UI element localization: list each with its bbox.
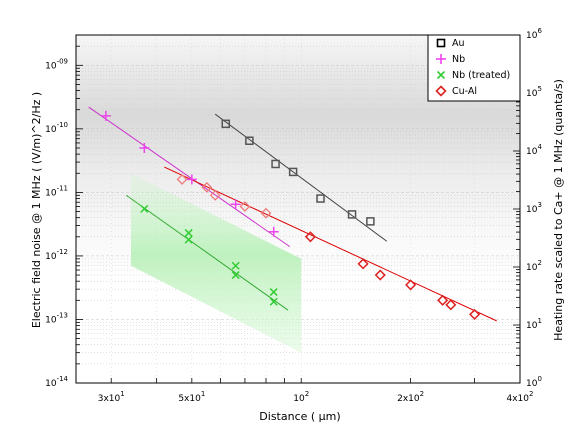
data-markers [100,110,481,320]
legend-label-au: Au [452,38,465,49]
point-au [221,119,231,129]
point-nb-treated--b [269,288,278,297]
legend-marker-nb-treated--b [436,70,446,80]
y-right-tick-label: 100 [526,375,542,389]
x-tick-label: 5x101 [178,390,205,404]
axis-ticks [76,37,521,384]
point-au [316,194,325,203]
y-axis-left-label: Electric field noise @ 1 MHz ( (V/m)^2/H… [30,92,43,328]
x-tick-label: 102 [293,390,309,404]
y-right-tick-label: 105 [526,85,542,99]
y-left-tick-label: 10-10 [45,121,68,135]
legend-marker-nb [436,54,446,64]
point-cu-al [405,279,417,291]
fit-line-au [214,113,388,242]
point-cu-al [437,294,449,306]
x-tick-labels: 3x101 5x101 102 2x102 4x102 [98,390,534,404]
y-left-tick-label: 10-11 [45,184,68,198]
point-nb-treated- [269,297,278,306]
point-nb [268,226,279,237]
y-left-tick-label: 10-13 [45,311,68,325]
point-nb-treated- [231,261,240,270]
fit-line-nb-treated- [125,194,289,311]
point-cu-al-light [201,181,213,193]
point-cu-al-light [239,201,251,212]
point-nb-treated--b [231,261,240,270]
legend-label-nb: Nb [452,54,465,65]
y-right-tick-labels: 100 101 102 103 104 105 106 [526,27,542,389]
legend-marker-nb-treated- [436,70,446,80]
point-nb-treated- [231,271,240,280]
x-tick-label: 3x101 [98,390,125,404]
point-nb-treated- [140,204,149,213]
y-left-tick-label: 10-14 [45,375,68,389]
y-right-tick-label: 103 [526,201,542,215]
point-cu-al [445,299,457,311]
point-nb-treated--b [184,235,193,244]
y-left-tick-label: 10-09 [45,57,68,71]
legend: Au Nb Nb (treated) Cu-Al [427,34,521,102]
y-right-tick-label: 101 [526,317,542,331]
point-cu-al-light [260,207,272,219]
point-nb-treated--b [269,297,278,306]
legend-marker-au [436,38,446,48]
point-cu-al-light [209,189,221,201]
point-nb-treated--b [140,204,149,213]
point-nb-treated- [184,228,193,237]
y-right-tick-label: 102 [526,259,542,273]
legend-label-nb-treated-: Nb (treated) [452,70,510,81]
y-left-tick-labels: 10-14 10-13 10-12 10-11 10-10 10-09 [45,57,68,389]
point-nb [230,199,241,210]
point-au [366,217,375,226]
point-nb [100,110,111,121]
fit-line-nb [88,106,291,248]
point-cu-al [357,258,369,270]
legend-label-cu-al: Cu-Al [452,86,477,97]
fit-line-cu-al [164,166,497,322]
point-cu-al-light [176,174,188,185]
point-nb [186,174,197,185]
y-axis-right-label: Heating rate scaled to Ca+ @ 1 MHz (quan… [552,79,565,341]
x-axis-label: Distance ( μm) [259,410,340,423]
point-au [288,167,298,177]
y-right-tick-label: 104 [526,143,542,157]
point-au [271,159,280,169]
point-cu-al [469,308,481,320]
x-tick-label: 2x102 [397,390,424,404]
confidence-band [131,173,302,353]
point-cu-al [304,231,316,243]
point-nb-treated--b [231,271,240,280]
legend-marker-cu-al [435,85,447,97]
point-nb-treated- [269,288,278,297]
y-left-tick-label: 10-12 [45,248,68,262]
point-nb [139,142,150,153]
band-nb-treated- [131,173,302,353]
point-au [347,210,357,219]
point-cu-al [374,269,386,281]
point-au [245,136,254,145]
x-tick-label: 4x102 [507,390,534,404]
point-nb-treated--b [184,228,193,237]
point-nb-treated- [184,235,193,244]
fit-lines [88,106,497,322]
y-right-tick-label: 106 [526,27,542,41]
